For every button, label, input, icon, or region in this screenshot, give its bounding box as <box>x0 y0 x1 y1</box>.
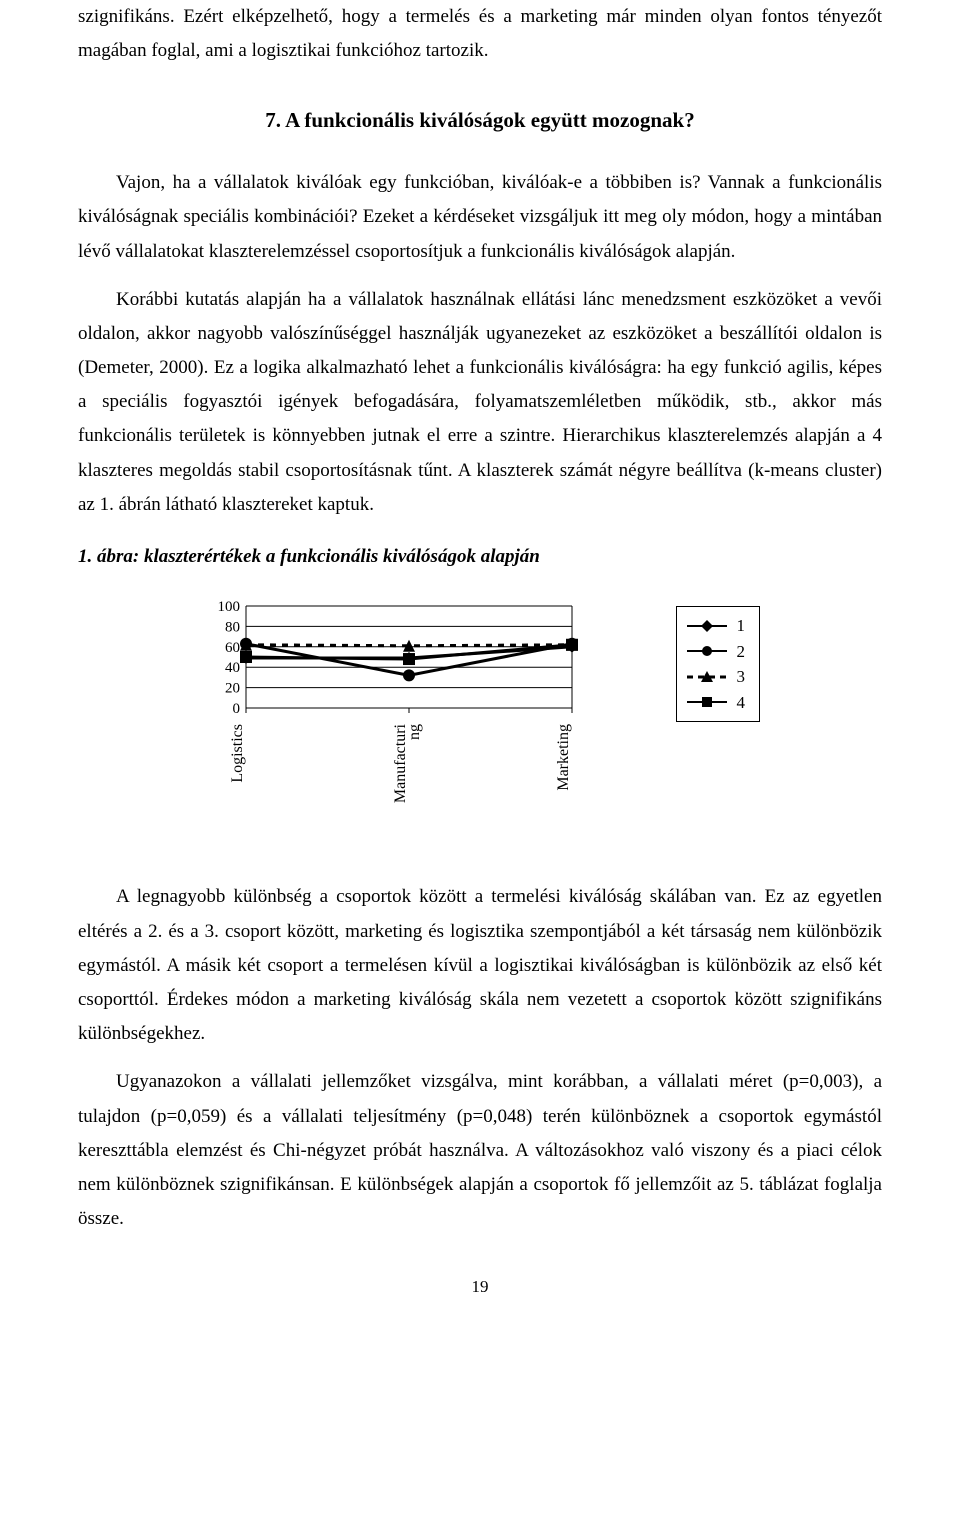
section-heading: 7. A funkcionális kiválóságok együtt moz… <box>78 102 882 140</box>
svg-text:0: 0 <box>233 701 241 717</box>
paragraph-4: A legnagyobb különbség a csoportok közöt… <box>78 880 882 1051</box>
legend-label: 3 <box>737 664 746 690</box>
legend-marker-square-icon <box>687 694 727 710</box>
legend-item-1: 1 <box>687 613 746 639</box>
svg-text:40: 40 <box>225 660 240 676</box>
paragraph-1: szignifikáns. Ezért elképzelhető, hogy a… <box>78 0 882 68</box>
page-number: 19 <box>78 1272 882 1303</box>
paragraph-5: Ugyanazokon a vállalati jellemzőket vizs… <box>78 1065 882 1236</box>
svg-text:60: 60 <box>225 640 240 656</box>
figure-caption: 1. ábra: klaszterértékek a funkcionális … <box>78 540 882 574</box>
paragraph-2: Vajon, ha a vállalatok kiválóak egy funk… <box>78 166 882 269</box>
chart-svg: 020406080100LogisticsManufacturingMarket… <box>200 598 580 838</box>
legend-marker-diamond-icon <box>687 618 727 634</box>
legend-label: 1 <box>737 613 746 639</box>
svg-text:Marketing: Marketing <box>555 724 572 791</box>
legend-item-3: 3 <box>687 664 746 690</box>
svg-text:Logistics: Logistics <box>229 724 246 783</box>
svg-text:100: 100 <box>218 599 241 615</box>
legend-item-4: 4 <box>687 690 746 716</box>
svg-text:20: 20 <box>225 681 240 697</box>
line-chart: 020406080100LogisticsManufacturingMarket… <box>200 598 636 850</box>
chart-legend: 1 2 3 4 <box>676 606 761 722</box>
paragraph-3: Korábbi kutatás alapján ha a vállalatok … <box>78 283 882 522</box>
legend-label: 2 <box>737 639 746 665</box>
svg-text:ng: ng <box>406 724 423 740</box>
legend-label: 4 <box>737 690 746 716</box>
legend-marker-triangle-icon <box>687 669 727 685</box>
legend-item-2: 2 <box>687 639 746 665</box>
legend-marker-circle-icon <box>687 643 727 659</box>
document-page: szignifikáns. Ezért elképzelhető, hogy a… <box>0 0 960 1343</box>
chart-container: 020406080100LogisticsManufacturingMarket… <box>200 598 760 850</box>
svg-text:80: 80 <box>225 620 240 636</box>
